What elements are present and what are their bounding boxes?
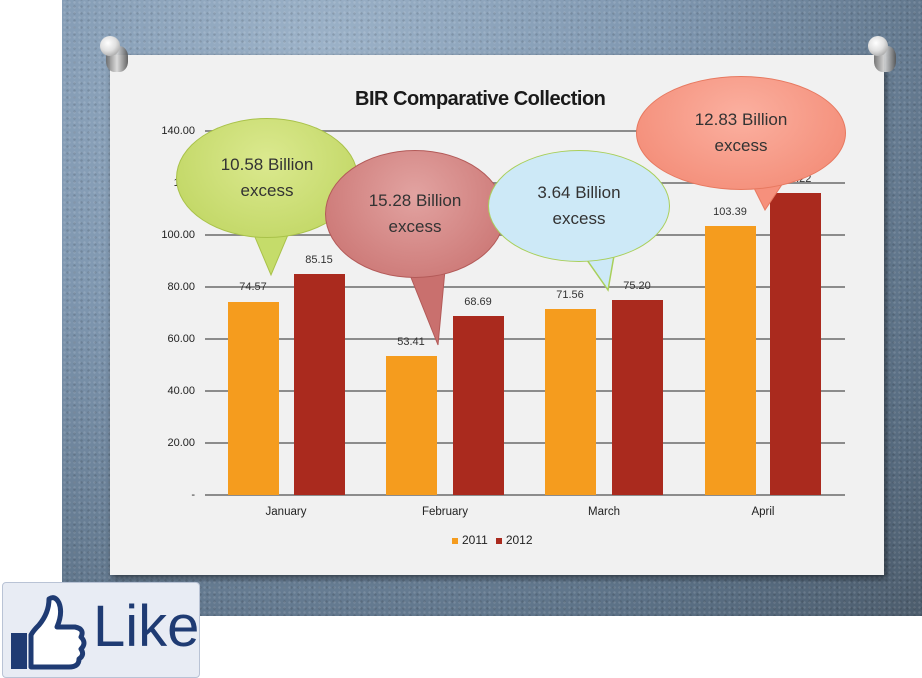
bar-2012-january bbox=[294, 274, 345, 495]
y-tick: 80.00 bbox=[167, 281, 195, 293]
x-axis-line bbox=[205, 494, 845, 496]
chart-title: BIR Comparative Collection bbox=[355, 88, 606, 110]
legend-swatch bbox=[452, 537, 458, 544]
bar-2012-april bbox=[770, 193, 821, 495]
bar-2011-march bbox=[545, 309, 596, 495]
value-label: 85.15 bbox=[305, 254, 333, 266]
x-label: March bbox=[588, 506, 620, 518]
pushpin-icon bbox=[868, 36, 896, 74]
like-button[interactable]: Like bbox=[2, 582, 200, 678]
x-label: January bbox=[265, 506, 307, 518]
y-tick: 60.00 bbox=[167, 333, 195, 345]
gridline bbox=[205, 286, 845, 288]
x-label: February bbox=[421, 506, 469, 518]
value-label: 74.57 bbox=[239, 281, 267, 293]
value-label: 71.56 bbox=[556, 289, 584, 301]
legend-item-2011: 2011 bbox=[452, 533, 488, 547]
bar-2012-march bbox=[612, 300, 663, 495]
like-label: Like bbox=[93, 594, 200, 659]
y-tick: 140.00 bbox=[161, 125, 195, 137]
gridline bbox=[205, 338, 845, 340]
value-label: 103.39 bbox=[713, 206, 747, 218]
value-label: 68.69 bbox=[464, 296, 492, 308]
bar-2011-april bbox=[705, 226, 756, 495]
y-tick: 100.00 bbox=[161, 229, 195, 241]
thumbs-up-icon bbox=[11, 595, 87, 670]
bar-2011-february bbox=[386, 356, 437, 495]
y-tick: - bbox=[191, 489, 195, 501]
gridline bbox=[205, 442, 845, 444]
bar-2011-january bbox=[228, 302, 279, 495]
callout-february: 15.28 Billion excess bbox=[325, 150, 505, 278]
value-label: 75.20 bbox=[623, 280, 651, 292]
callout-april: 12.83 Billion excess bbox=[636, 76, 846, 190]
y-tick: 40.00 bbox=[167, 385, 195, 397]
pushpin-icon bbox=[100, 36, 128, 74]
bar-2012-february bbox=[453, 316, 504, 495]
legend-swatch bbox=[495, 537, 502, 544]
value-label: 53.41 bbox=[397, 336, 425, 348]
gridline bbox=[205, 130, 845, 132]
gridline bbox=[205, 390, 845, 392]
x-label: April bbox=[751, 506, 775, 518]
callout-march: 3.64 Billion excess bbox=[488, 150, 670, 262]
y-tick: 20.00 bbox=[167, 437, 195, 449]
legend-item-2012: 2012 bbox=[495, 533, 533, 547]
legend: 2011 2012 bbox=[452, 533, 533, 547]
